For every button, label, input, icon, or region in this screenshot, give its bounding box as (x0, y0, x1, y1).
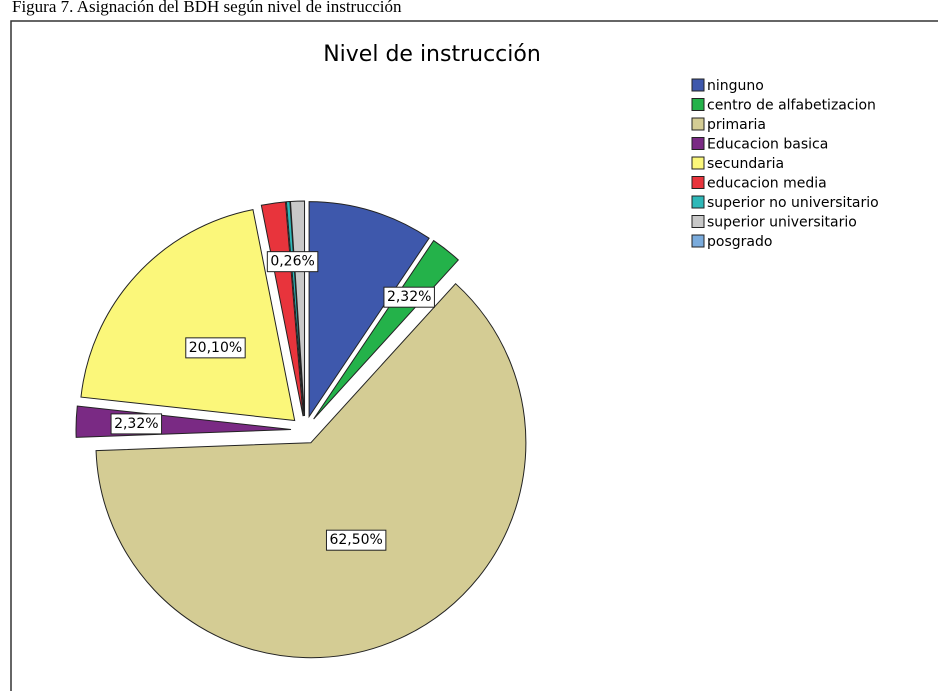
pie-slice (313, 239, 460, 420)
value-label: 20,10% (189, 340, 242, 356)
legend-swatch (691, 117, 705, 131)
legend-label: secundaria (707, 156, 784, 172)
value-label: 2,32% (114, 416, 158, 432)
value-label-box (185, 337, 246, 359)
legend-label: educacion media (707, 176, 827, 192)
legend-label: ninguno (707, 78, 764, 94)
legend-swatch (691, 156, 705, 170)
value-label: 62,50% (329, 532, 382, 548)
value-label-box (266, 251, 319, 273)
legend-swatch (691, 234, 705, 248)
legend-label: posgrado (707, 234, 772, 250)
legend-swatch (691, 137, 705, 150)
legend-label: Educacion basica (707, 137, 828, 153)
pie-slice (308, 201, 430, 419)
caption: Figura 7. Asignación del BDH según nivel… (12, 0, 402, 16)
legend-swatch (691, 78, 705, 92)
legend-swatch (691, 176, 705, 189)
pie-slice (80, 209, 296, 422)
value-label: 2,32% (387, 289, 431, 305)
value-label-box (325, 529, 387, 551)
value-label-box (383, 286, 435, 308)
value-label: 0,26% (270, 254, 314, 270)
pie-slice (95, 282, 527, 659)
legend-label: centro de alfabetizacion (707, 98, 876, 114)
legend-label: superior no universitario (707, 195, 879, 211)
legend-label: primaria (707, 117, 766, 133)
legend-swatch (691, 195, 705, 209)
legend-swatch (691, 215, 705, 228)
legend-label: superior universitario (707, 215, 857, 231)
chart-title: Nivel de instrucción (323, 42, 541, 67)
legend-swatch (691, 98, 705, 111)
value-label-box (110, 413, 163, 435)
